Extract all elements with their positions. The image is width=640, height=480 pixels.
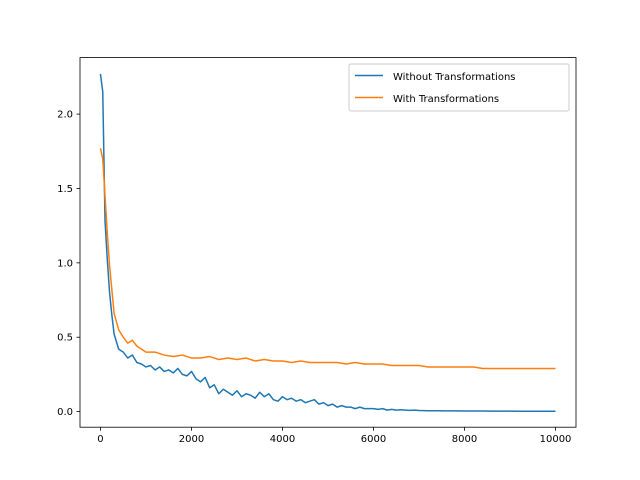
plot-frame xyxy=(79,57,577,428)
legend-label-without-transformations: Without Transformations xyxy=(393,72,516,83)
x-tick-label: 6000 xyxy=(361,434,386,445)
x-tick-label: 4000 xyxy=(270,434,295,445)
x-tick-label: 8000 xyxy=(452,434,477,445)
y-axis: 0.0 0.5 1.0 1.5 2.0 xyxy=(57,110,80,418)
legend-box xyxy=(348,63,570,112)
y-tick-label: 0.0 xyxy=(57,407,73,418)
y-tick-label: 0.5 xyxy=(57,333,73,344)
x-axis: 0 2000 4000 6000 8000 10000 xyxy=(97,427,571,445)
series-line-with-transformations xyxy=(99,148,556,370)
series-line-without-transformations xyxy=(99,73,556,413)
x-tick-label: 2000 xyxy=(179,434,204,445)
series-layer xyxy=(99,73,556,413)
x-tick-label: 10000 xyxy=(540,434,572,445)
legend: Without Transformations With Transformat… xyxy=(348,63,570,112)
y-tick-label: 2.0 xyxy=(57,110,73,121)
legend-label-with-transformations: With Transformations xyxy=(393,94,499,105)
y-tick-label: 1.5 xyxy=(57,184,73,195)
y-tick-label: 1.0 xyxy=(57,258,73,269)
x-tick-label: 0 xyxy=(97,434,103,445)
